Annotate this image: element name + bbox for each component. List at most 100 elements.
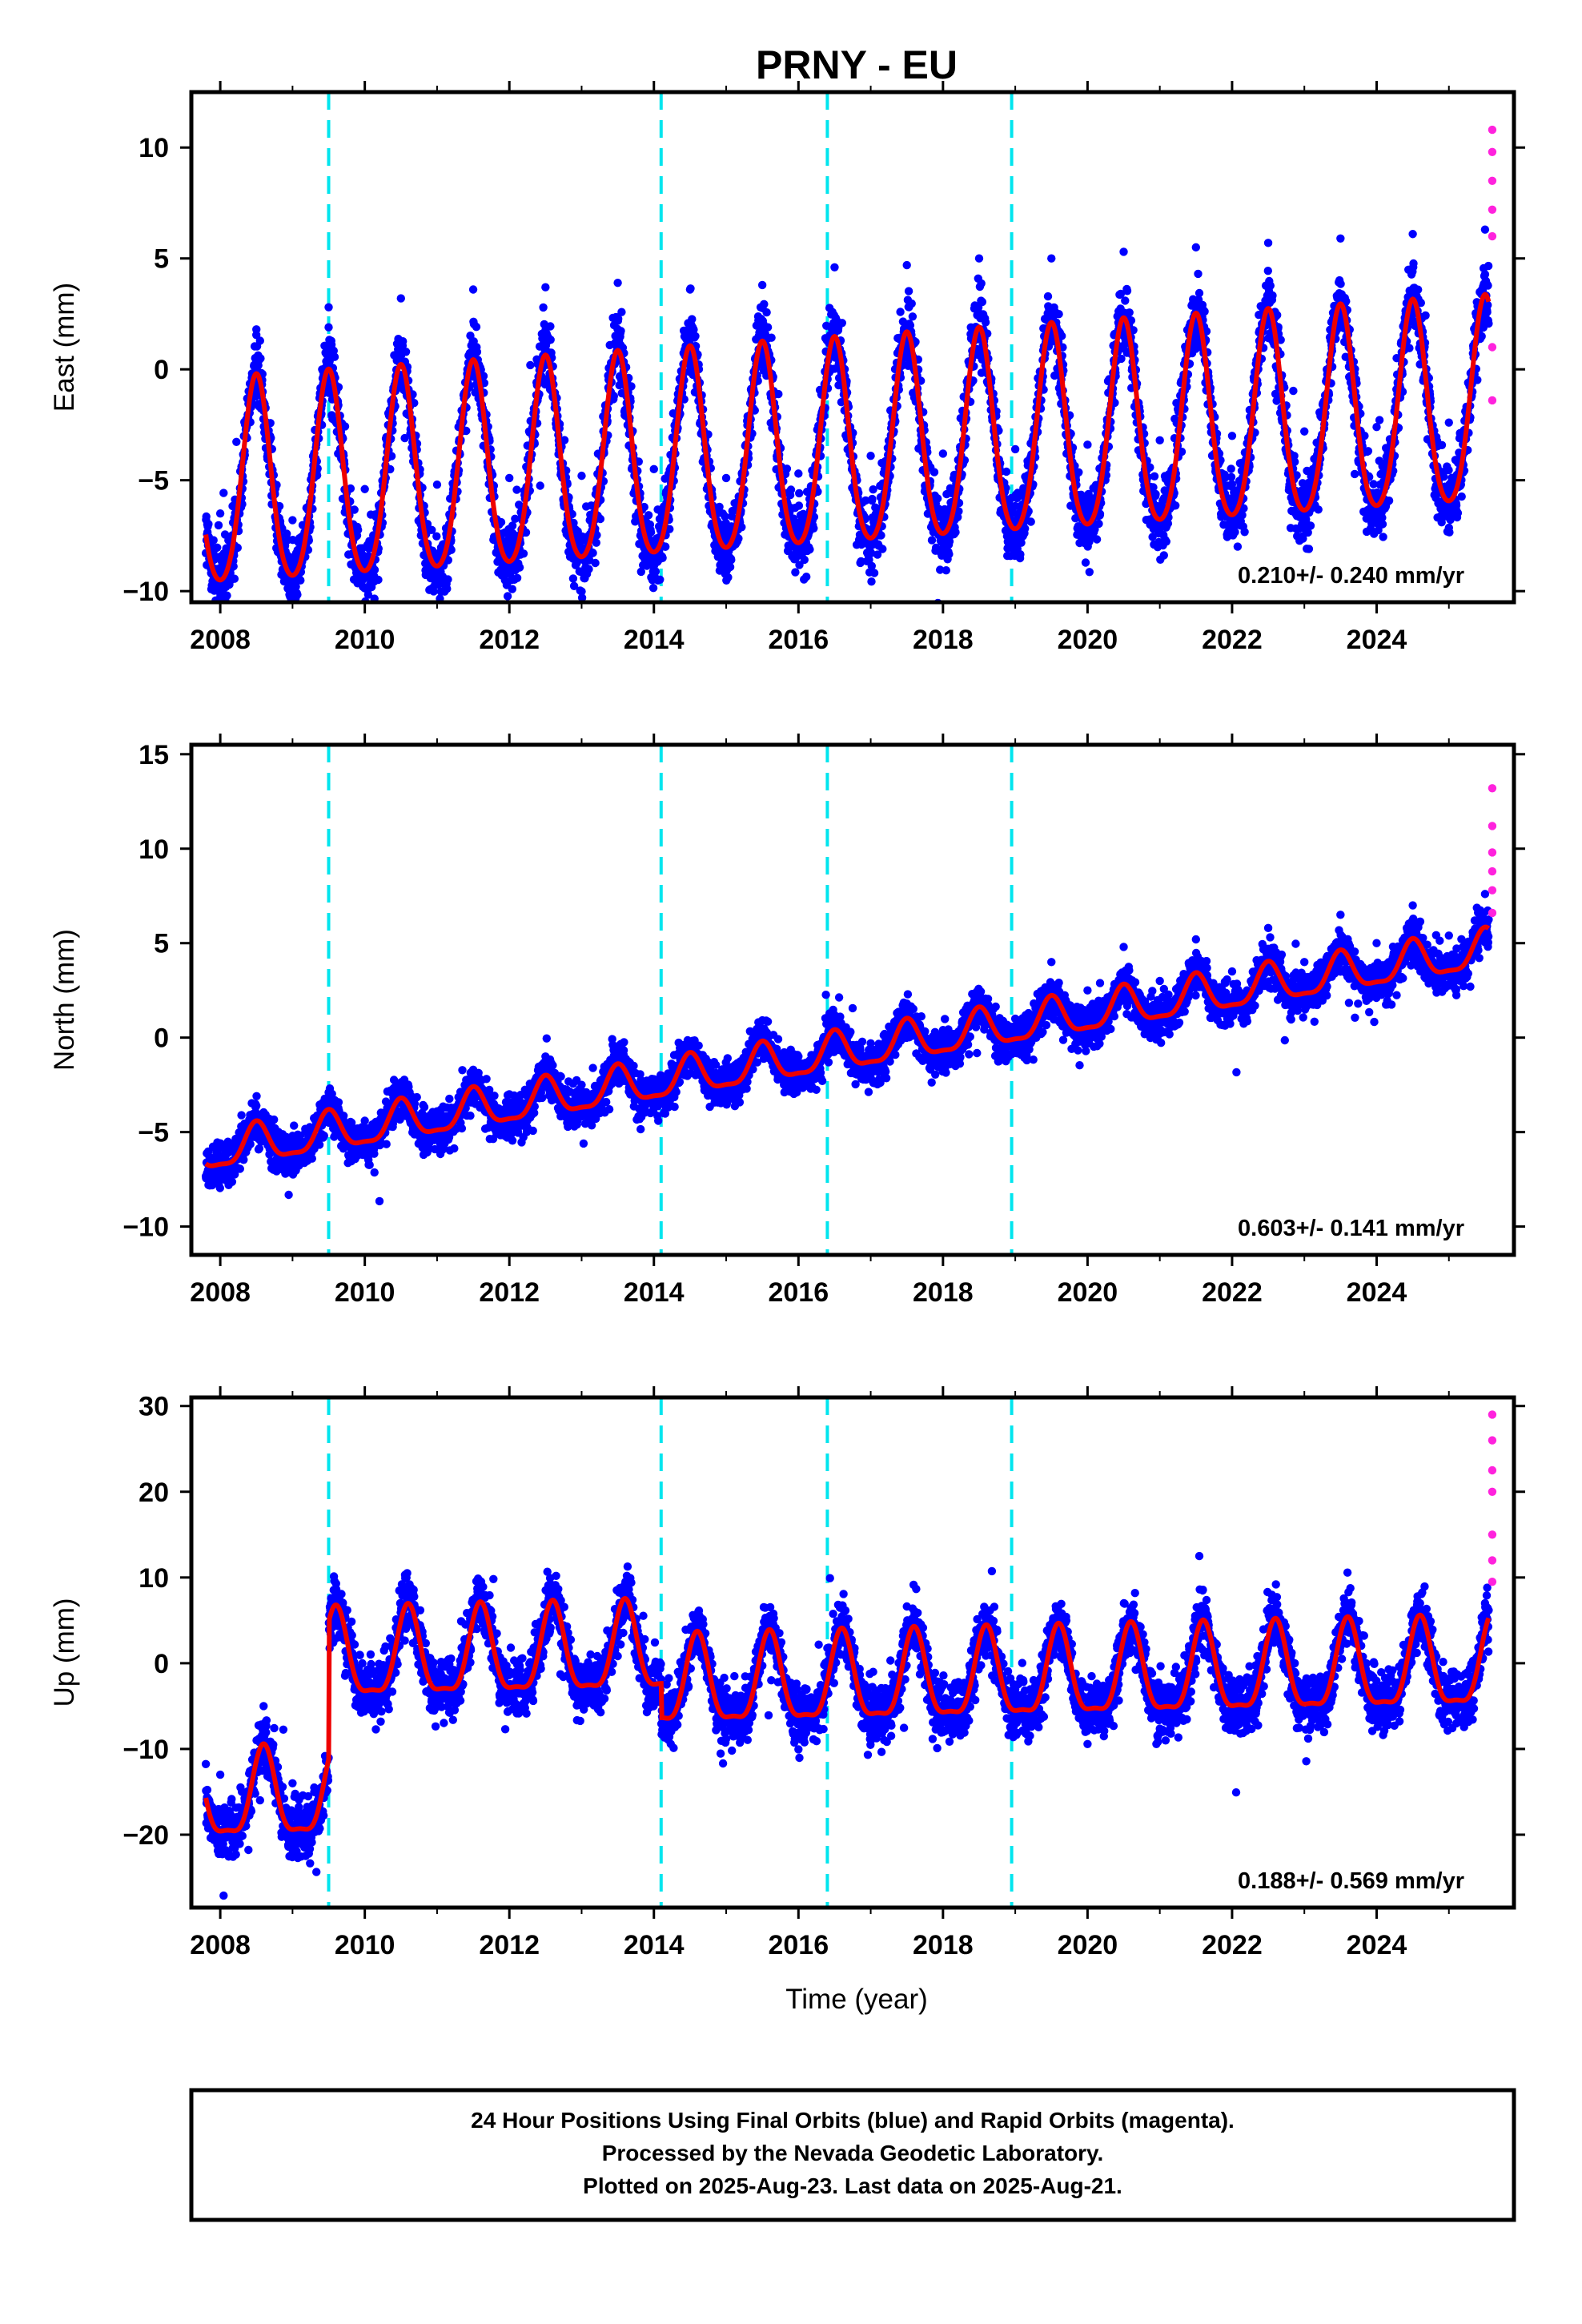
north-x-tick-label: 2020 <box>1058 1277 1118 1308</box>
up-x-tick-label: 2020 <box>1058 1930 1118 1960</box>
east-data-point <box>974 254 984 263</box>
east-rapid-orbit-point <box>1488 396 1497 405</box>
east-data-point <box>757 280 767 290</box>
north-frame <box>189 742 1516 1257</box>
east-data-point <box>866 452 875 460</box>
east-x-tick-label: 2024 <box>1347 625 1407 655</box>
north-x-tick-label: 2008 <box>190 1277 251 1308</box>
east-data-point <box>794 469 803 478</box>
north-y-tick-label: 5 <box>154 929 169 959</box>
north-x-tick-label: 2010 <box>335 1277 396 1308</box>
east-x-tick-label: 2018 <box>913 625 974 655</box>
up-y-tick-label: 0 <box>154 1649 169 1679</box>
up-panel: 2008 2010 2012 2014 2016 2018 2020 2022 2024−20−… <box>49 1386 1525 1960</box>
east-data-point <box>1480 225 1490 234</box>
up-data-point <box>664 1702 673 1711</box>
footer-box: 24 Hour Positions Using Final Orbits (bl… <box>189 2088 1516 2222</box>
east-frame <box>189 90 1516 605</box>
up-x-tick-label: 2018 <box>913 1930 974 1960</box>
north-rapid-orbit-point <box>1488 866 1497 876</box>
up-data-point <box>1199 1607 1208 1616</box>
up-data-point <box>476 1586 485 1595</box>
up-data-point <box>548 1582 557 1590</box>
up-data-point <box>1415 1598 1424 1608</box>
north-data-point <box>974 986 984 995</box>
east-data-point <box>830 263 839 271</box>
up-data-point <box>1372 1684 1381 1694</box>
east-y-tick-label: −10 <box>122 577 169 607</box>
up-rapid-orbit-point <box>1488 1577 1497 1586</box>
north-x-tick-label: 2024 <box>1347 1277 1407 1308</box>
east-y-axis-label: East (mm) <box>49 283 80 412</box>
east-data-point <box>1010 444 1020 454</box>
north-panel: 2008 2010 2012 2014 2016 2018 2020 2022 2024 −10 −… <box>49 734 1525 1308</box>
up-data-point <box>288 1779 297 1787</box>
up-rate-label: 0.188+/- 0.569 mm/yr <box>1238 1868 1464 1894</box>
east-y-tick-label: 10 <box>139 133 169 163</box>
north-data-point <box>1263 923 1273 933</box>
east-data-point <box>252 325 261 334</box>
north-data-point <box>938 1026 948 1035</box>
east-data-point <box>649 464 658 474</box>
up-data-point <box>1083 1693 1092 1702</box>
east-x-tick-label: 2008 <box>190 625 251 655</box>
up-data-point <box>866 1702 875 1711</box>
up-x-tick-label: 2010 <box>335 1930 396 1960</box>
north-y-tick-label: −10 <box>122 1212 169 1243</box>
east-data-point <box>1227 432 1237 440</box>
north-data-point <box>1408 901 1417 910</box>
up-rapid-orbit-point <box>1488 1530 1497 1539</box>
up-data-point <box>404 1586 413 1595</box>
east-rapid-orbit-point <box>1488 125 1497 135</box>
north-data-point <box>1336 911 1345 919</box>
up-y-tick-label: 10 <box>139 1563 169 1594</box>
up-data-point <box>909 1616 918 1625</box>
footer-line-3: Plotted on 2025-Aug-23. Last data on 202… <box>583 2173 1122 2198</box>
east-data-point <box>902 260 911 270</box>
up-y-tick-label: 30 <box>139 1392 169 1422</box>
east-rapid-orbit-point <box>1488 205 1497 214</box>
up-data-point <box>620 1582 629 1590</box>
up-x-tick-label: 2008 <box>190 1930 251 1960</box>
north-data-point <box>830 1011 839 1019</box>
north-data-point <box>794 1052 803 1061</box>
north-x-tick-label: 2022 <box>1202 1277 1263 1308</box>
east-data-point <box>1444 418 1453 427</box>
east-rapid-orbit-point <box>1488 147 1497 156</box>
east-x-tick-label: 2014 <box>624 625 685 655</box>
north-data-point <box>1227 967 1237 976</box>
up-data-point <box>331 1590 340 1599</box>
up-data-point <box>1480 1598 1490 1608</box>
north-rapid-orbit-point <box>1488 908 1497 918</box>
east-data-point <box>324 303 333 312</box>
north-rate-label: 0.603+/- 0.141 mm/yr <box>1238 1216 1464 1241</box>
east-data-point <box>1336 234 1345 243</box>
east-rapid-orbit-point <box>1488 343 1497 352</box>
up-data-point <box>577 1666 586 1675</box>
east-data-point <box>1047 254 1056 263</box>
east-rate-label: 0.210+/- 0.240 mm/yr <box>1238 563 1464 589</box>
east-data-point <box>577 471 586 480</box>
east-model-fit-line <box>203 292 1492 583</box>
east-data-point <box>215 509 225 518</box>
east-data-point <box>1083 440 1092 449</box>
north-model-fit-line <box>204 924 1491 1168</box>
up-data-point <box>693 1611 702 1621</box>
north-rapid-orbit-point <box>1488 886 1497 895</box>
north-data-point <box>577 1080 586 1089</box>
east-panel: 2008 2010 2012 2014 2016 2018 2020 2022 2024 −10 −… <box>49 81 1525 655</box>
east-rapid-orbit-point <box>1488 231 1497 241</box>
east-data-point <box>396 294 405 303</box>
x-axis-label: Time (year) <box>785 1984 928 2015</box>
up-data-point <box>1010 1684 1020 1694</box>
east-x-tick-label: 2010 <box>335 625 396 655</box>
north-x-tick-label: 2014 <box>624 1277 685 1308</box>
north-data-point <box>1083 986 1092 995</box>
up-data-point <box>794 1697 803 1707</box>
up-rapid-orbit-point <box>1488 1556 1497 1565</box>
north-data-point <box>866 1039 875 1047</box>
east-data-point <box>541 283 550 292</box>
up-final-orbit-points <box>201 1551 1493 1900</box>
north-data-point <box>1155 976 1164 986</box>
